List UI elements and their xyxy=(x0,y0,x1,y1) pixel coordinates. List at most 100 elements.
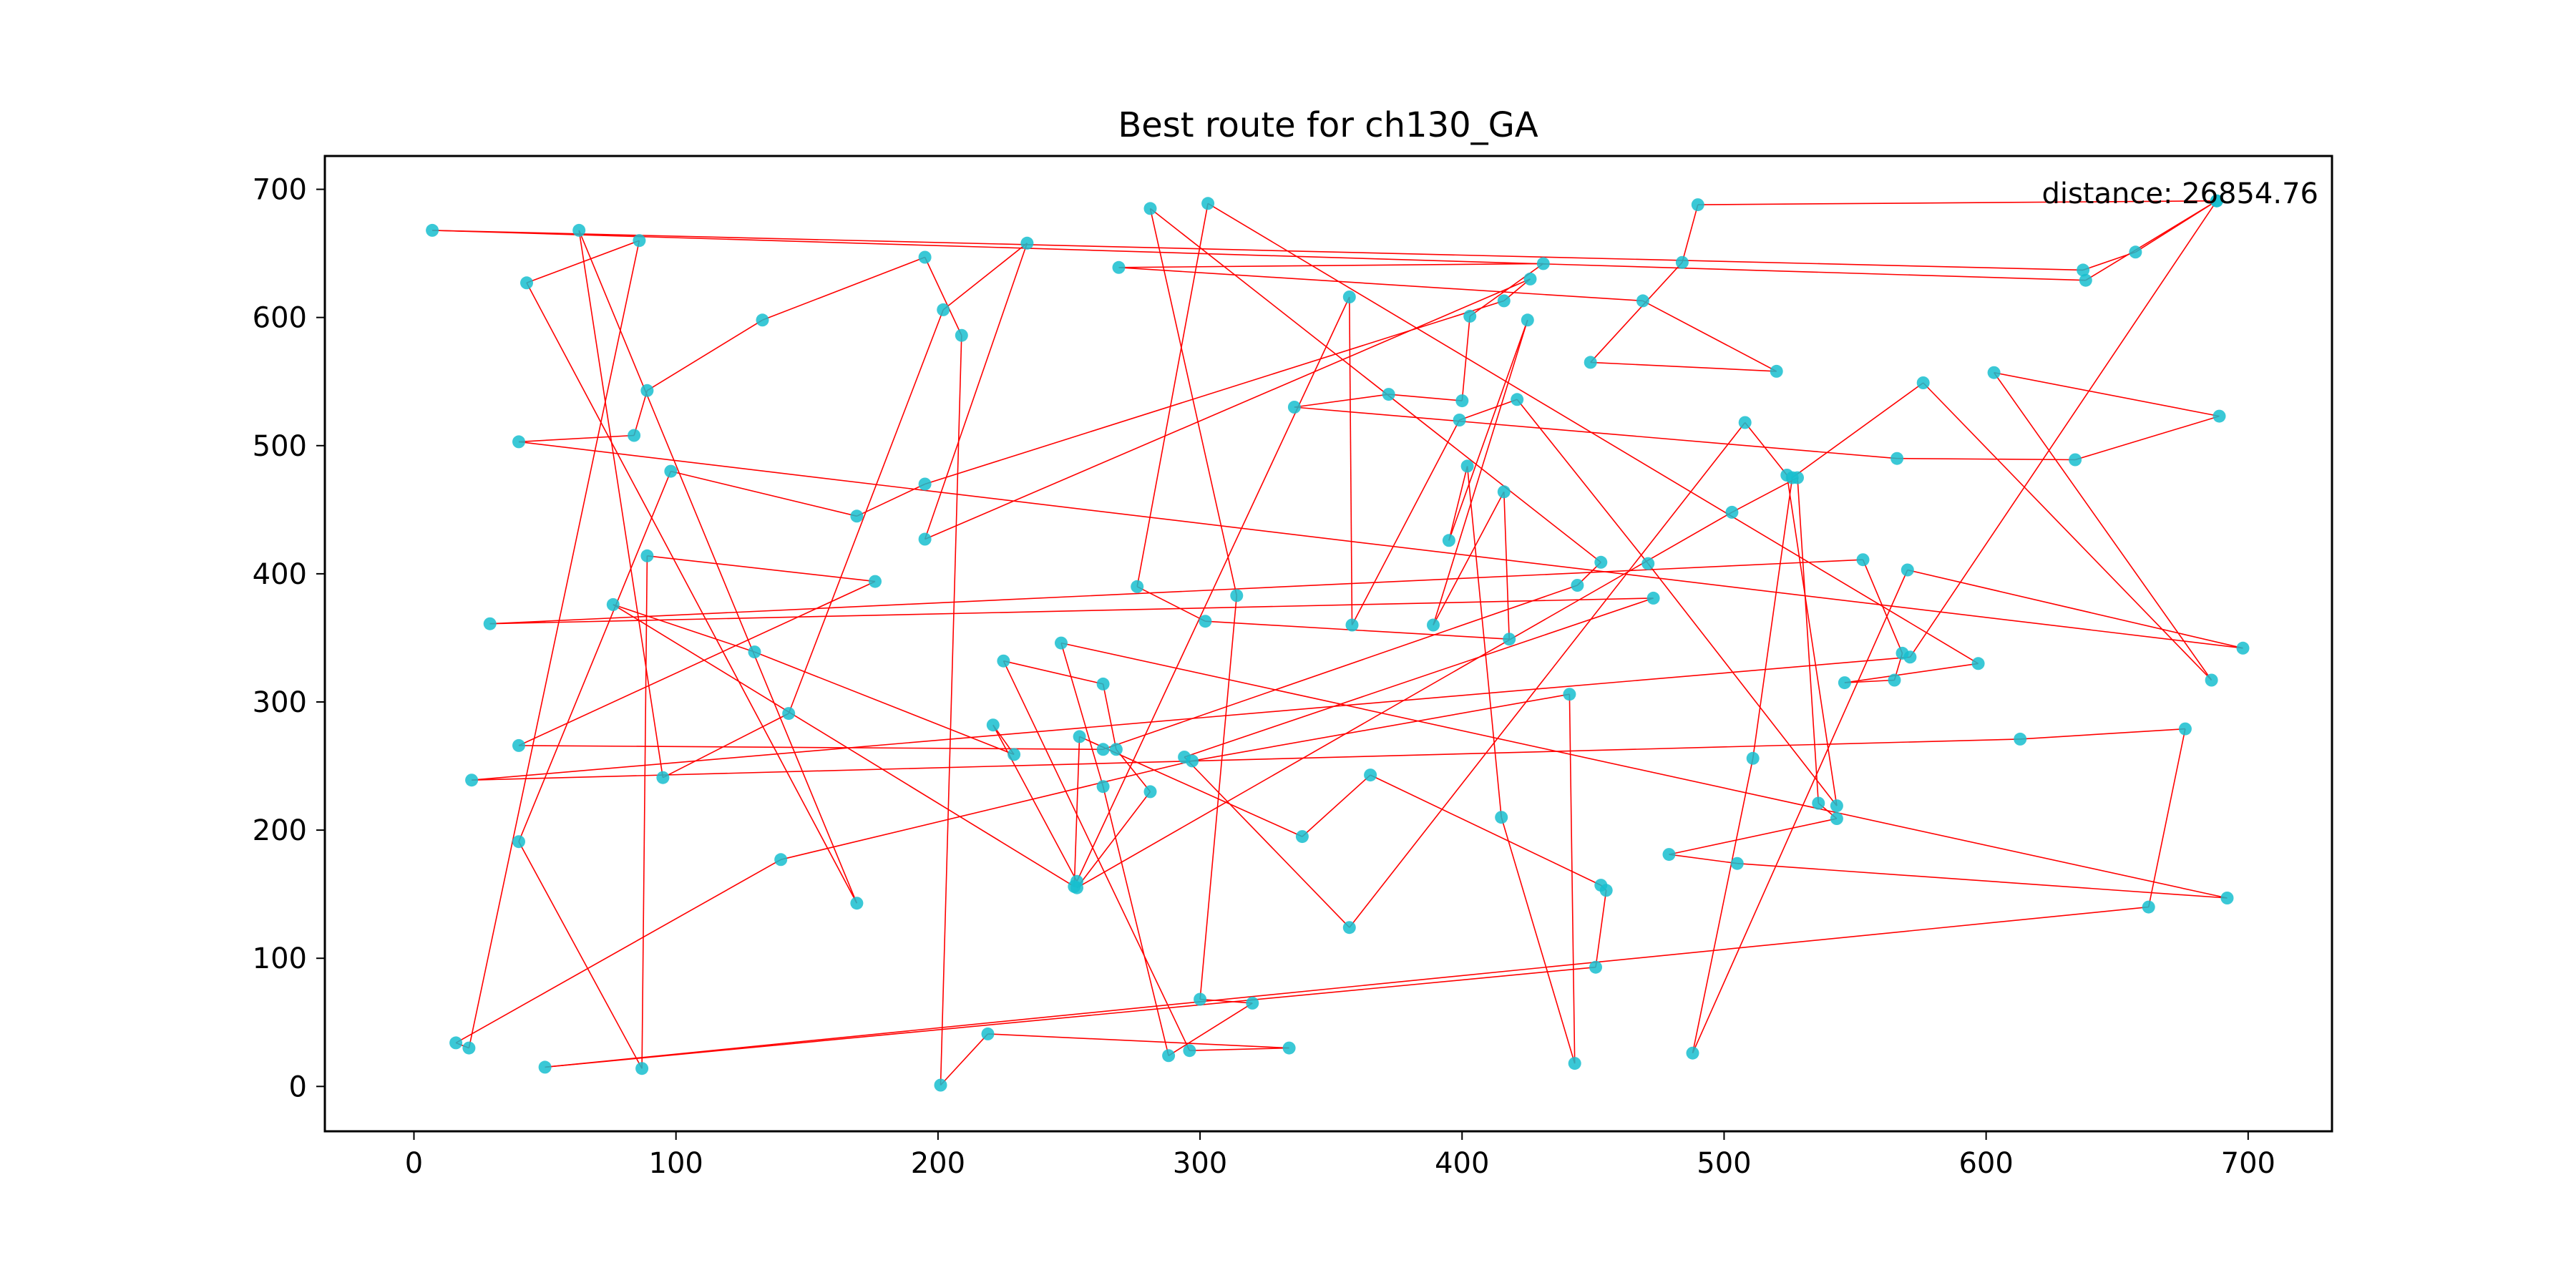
city-point xyxy=(1460,459,1474,473)
city-point xyxy=(1282,1041,1296,1055)
x-tick-label: 0 xyxy=(405,1147,423,1180)
city-point xyxy=(1073,730,1086,743)
city-point xyxy=(997,654,1010,668)
route-segment xyxy=(663,713,789,779)
route-segment xyxy=(781,760,1193,861)
city-point xyxy=(918,250,932,264)
route-segment xyxy=(472,656,1911,781)
city-point xyxy=(1903,650,1917,664)
route-segment xyxy=(633,390,648,436)
city-point xyxy=(1571,579,1584,592)
route-segment xyxy=(578,230,858,904)
city-point xyxy=(2069,453,2082,467)
route-segment xyxy=(1118,267,1643,302)
route-segment xyxy=(762,256,925,321)
route-segment xyxy=(1060,643,1104,787)
x-tick-label: 500 xyxy=(1697,1147,1751,1180)
route-segment xyxy=(1844,679,1895,683)
route-segment xyxy=(1669,854,1737,864)
route-segment xyxy=(1466,466,1502,818)
route-segment xyxy=(940,1033,989,1086)
city-point xyxy=(1641,557,1655,570)
route-segment xyxy=(670,470,857,517)
route-segment xyxy=(518,580,876,746)
city-point xyxy=(1691,198,1704,212)
route-segment xyxy=(857,483,925,517)
route-segment xyxy=(1351,419,1460,625)
route-segment xyxy=(1136,203,1209,587)
route-segment xyxy=(1844,663,1979,683)
route-segment xyxy=(613,604,1075,887)
city-point xyxy=(1162,1049,1176,1063)
city-point xyxy=(1020,236,1034,250)
route-segment xyxy=(924,257,962,336)
route-segment xyxy=(1349,296,1353,625)
city-point xyxy=(1131,580,1144,593)
route-segment xyxy=(1752,477,1793,758)
route-segment xyxy=(1907,569,2243,649)
route-segment xyxy=(788,309,944,714)
city-point xyxy=(1096,780,1110,794)
city-point xyxy=(664,464,678,478)
city-point xyxy=(1143,202,1157,215)
city-point xyxy=(1503,633,1516,646)
route-segment xyxy=(1994,371,2220,417)
city-point xyxy=(1636,294,1649,308)
city-point xyxy=(1916,376,1930,389)
city-point xyxy=(512,738,525,752)
city-point xyxy=(1194,992,1207,1006)
route-segment xyxy=(1595,890,1607,967)
city-point xyxy=(1096,743,1110,756)
city-point xyxy=(986,718,1000,732)
city-point xyxy=(1830,812,1843,825)
route-segment xyxy=(1923,382,2212,681)
route-segment xyxy=(472,738,2021,781)
city-point xyxy=(1987,366,2001,379)
city-point xyxy=(1364,769,1377,782)
route-segment xyxy=(1207,203,1979,664)
route-segment xyxy=(1102,683,1117,750)
city-point xyxy=(1201,197,1215,210)
city-point xyxy=(1143,785,1157,799)
city-point xyxy=(1856,553,1870,567)
city-point xyxy=(1427,618,1440,632)
route-segment xyxy=(1732,477,1798,513)
city-point xyxy=(2129,245,2142,259)
x-tick-label: 200 xyxy=(911,1147,965,1180)
route-segment xyxy=(1797,477,1820,804)
city-point xyxy=(2178,722,2192,736)
city-point xyxy=(918,532,932,546)
route-segment xyxy=(1909,200,2218,658)
route-segment xyxy=(545,966,1596,1068)
route-segment xyxy=(1076,296,1350,882)
city-point xyxy=(1109,743,1123,756)
city-point xyxy=(1589,960,1602,974)
route-segment xyxy=(1294,394,1389,408)
city-point xyxy=(1068,879,1081,893)
city-point xyxy=(1646,591,1660,605)
city-point xyxy=(1442,534,1455,547)
route-segment xyxy=(1184,756,1350,928)
city-point xyxy=(850,509,864,523)
route-segment xyxy=(1102,786,1169,1056)
route-segment xyxy=(1745,422,1787,476)
city-point xyxy=(656,771,670,784)
route-segment xyxy=(1590,262,1683,363)
city-point xyxy=(1295,830,1309,844)
route-segment xyxy=(1642,300,1777,372)
city-point xyxy=(1246,996,1259,1010)
route-segment xyxy=(1118,263,1543,268)
city-point xyxy=(1662,848,1676,862)
city-point xyxy=(640,549,654,562)
route-segment xyxy=(1461,316,1470,401)
route-segment xyxy=(432,230,2086,281)
city-point xyxy=(633,234,646,248)
route-segment xyxy=(754,651,1015,756)
city-point xyxy=(426,223,439,237)
route-segment xyxy=(1002,660,1191,1051)
route-segment xyxy=(1205,620,1510,640)
route-segment xyxy=(1191,693,1570,762)
route-segment xyxy=(1682,204,1699,263)
city-point xyxy=(1178,751,1191,763)
